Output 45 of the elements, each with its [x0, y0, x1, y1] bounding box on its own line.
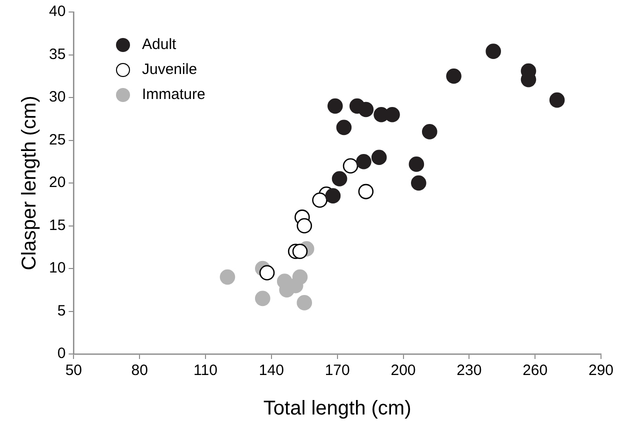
point: [296, 218, 312, 234]
y-tick-label: 15: [48, 216, 66, 234]
x-tick-label: 80: [131, 362, 148, 380]
x-tick-label: 50: [65, 362, 82, 380]
point: [371, 150, 387, 165]
point: [410, 175, 426, 191]
legend-label: Immature: [142, 86, 206, 103]
point: [292, 244, 308, 260]
y-tick-label: 5: [57, 302, 66, 320]
y-tick-label: 40: [48, 3, 66, 20]
y-tick-label: 10: [48, 260, 66, 277]
x-tick-label: 200: [390, 362, 416, 380]
point: [220, 269, 236, 285]
point: [356, 154, 372, 170]
x-tick-label: 290: [588, 362, 614, 380]
y-tick-label: 35: [48, 46, 66, 63]
point: [486, 44, 501, 59]
point: [446, 68, 462, 84]
point: [332, 171, 348, 186]
point: [384, 106, 400, 122]
point: [254, 290, 270, 306]
x-axis-title: Total length (cm): [263, 398, 412, 420]
x-tick-label: 110: [194, 362, 218, 380]
point: [408, 156, 424, 172]
point: [358, 184, 374, 200]
point: [259, 265, 275, 280]
legend-label: Adult: [142, 36, 176, 53]
y-tick-label: 20: [48, 174, 66, 192]
point: [336, 120, 352, 136]
x-tick-label: 260: [522, 362, 548, 380]
y-tick-label: 30: [48, 88, 66, 106]
y-tick-label: 25: [48, 131, 66, 148]
x-tick-label: 170: [324, 362, 350, 380]
point: [325, 188, 341, 204]
x-tick-label: 230: [456, 362, 482, 380]
point: [358, 102, 374, 118]
y-tick-label: 0: [57, 345, 66, 362]
point: [296, 295, 312, 310]
point: [327, 98, 343, 114]
y-axis-title: Clasper length (cm): [18, 96, 41, 270]
point: [312, 192, 328, 208]
point: [549, 92, 565, 108]
x-tick-label: 140: [258, 362, 284, 380]
legend-label: Juvenile: [142, 61, 198, 78]
point: [422, 124, 438, 140]
